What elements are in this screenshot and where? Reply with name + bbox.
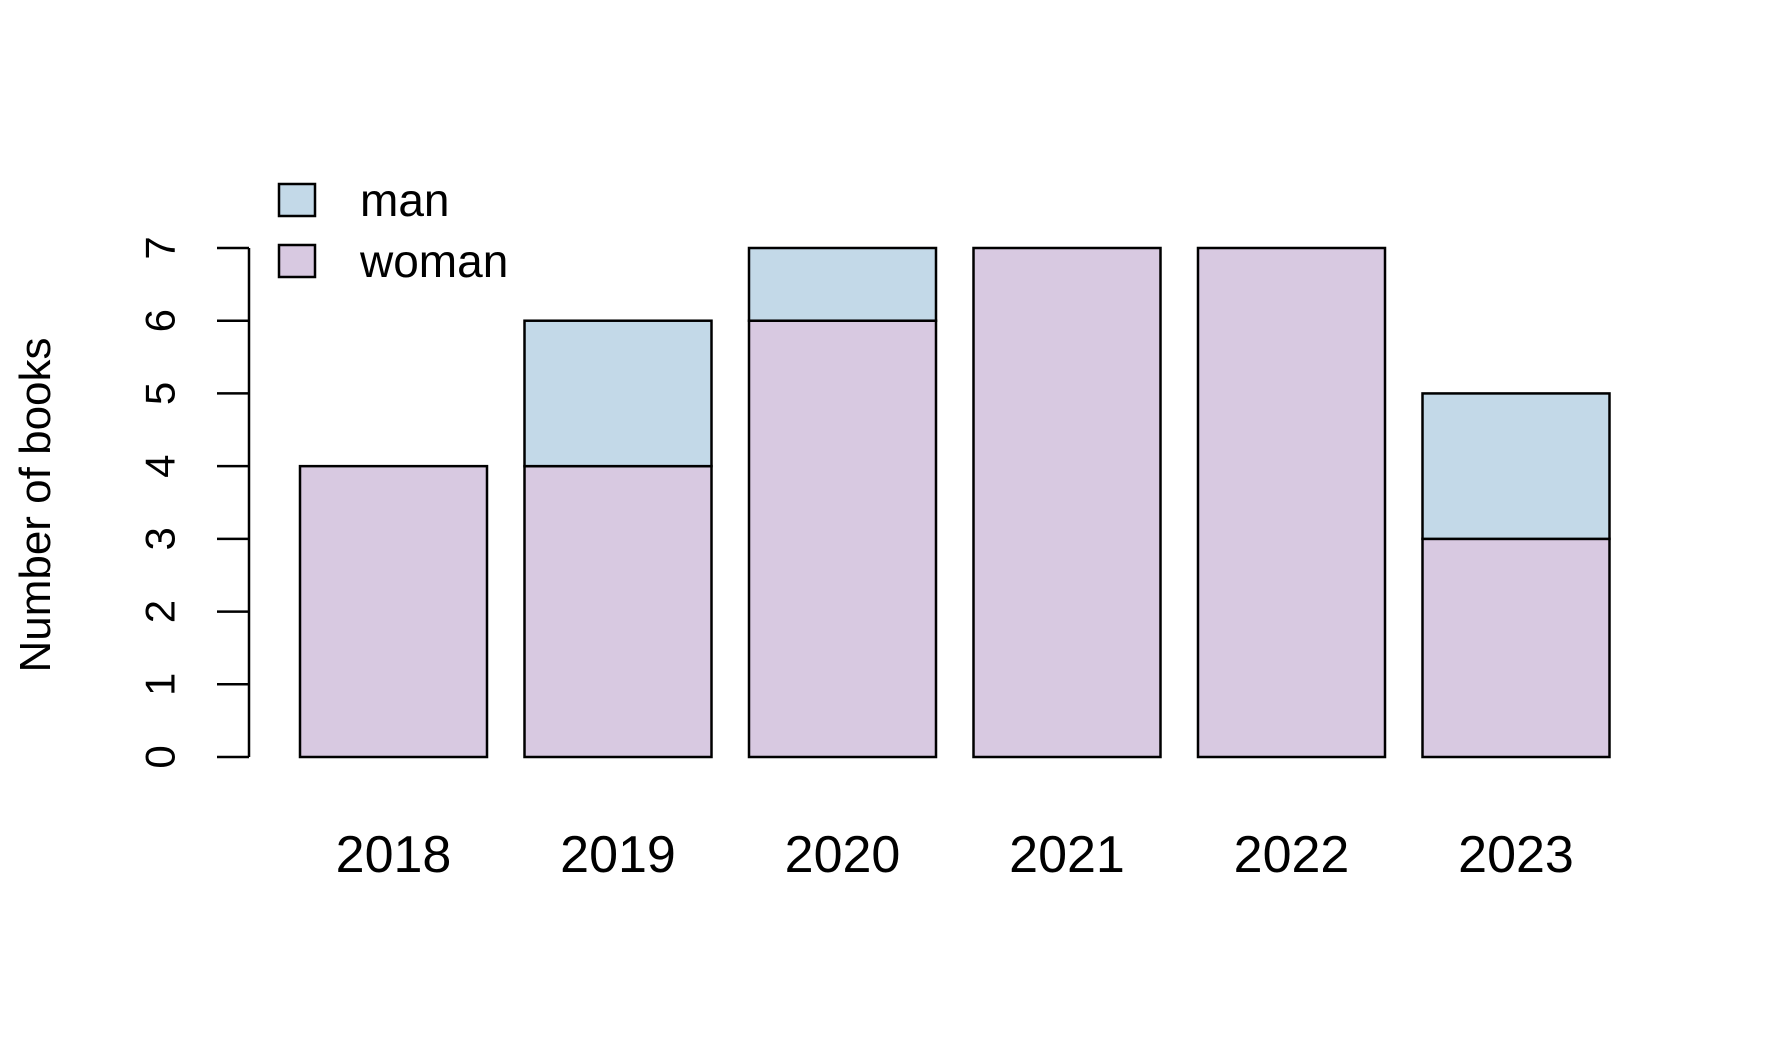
legend: man woman [277,174,508,287]
x-tick-label: 2023 [1458,826,1574,884]
y-tick-label: 2 [137,600,184,623]
bar-woman-2022 [1196,246,1387,759]
y-tick-label: 3 [137,527,184,550]
y-tick-label: 0 [137,745,184,768]
bar-woman-2019 [523,464,713,759]
y-tick-label: 1 [137,673,184,696]
bar-man-2023 [1421,392,1611,541]
bar-woman-2018 [298,464,489,759]
bar-man-2020 [747,246,938,322]
bar-woman-2020 [747,319,938,759]
bar-man-2019 [523,319,713,468]
x-tick-label: 2018 [336,826,452,884]
x-axis-labels: 2018 2019 2020 2021 2022 2023 [336,826,1574,884]
bar-woman-2021 [972,246,1162,759]
bar-woman-2023 [1421,537,1611,759]
x-tick-label: 2022 [1234,826,1350,884]
x-tick-label: 2020 [785,826,901,884]
x-tick-label: 2021 [1009,826,1125,884]
y-tick-label: 6 [137,309,184,332]
legend-label-woman: woman [359,235,508,287]
x-tick-label: 2019 [560,826,676,884]
bars-group [298,246,1611,759]
legend-swatch-man [277,182,317,218]
y-axis: 0 1 2 3 4 5 6 7 [137,236,251,769]
y-tick-label: 4 [137,454,184,477]
y-tick-label: 5 [137,382,184,405]
y-axis-label: Number of books [11,337,60,672]
legend-swatch-woman [277,243,317,279]
y-tick-label: 7 [137,236,184,259]
legend-label-man: man [360,174,449,226]
